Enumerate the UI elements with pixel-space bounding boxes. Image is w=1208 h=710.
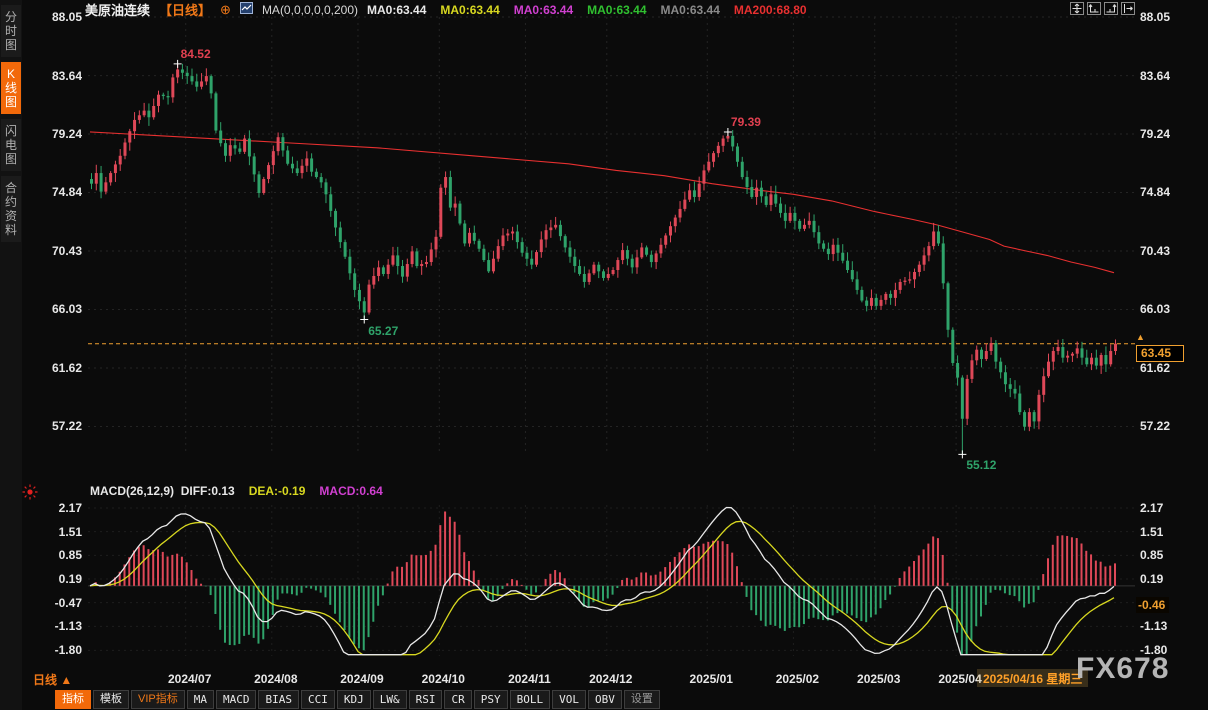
last-price-tag: 63.45 — [1136, 345, 1184, 362]
toolbar-item-CCI[interactable]: CCI — [301, 690, 335, 709]
period-selector[interactable]: 日线 ▲ — [33, 671, 72, 688]
toolbar-item-OBV[interactable]: OBV — [588, 690, 622, 709]
toolbar-item-设置[interactable]: 设置 — [624, 690, 660, 709]
axis-right-icon[interactable] — [1104, 2, 1118, 15]
ma-value-0: MA0:63.44 — [367, 3, 426, 17]
left-sidebar: 分时图 K线图闪电图合约资料 — [0, 0, 22, 710]
date-tooltip: 2025/04/16 星期三 — [977, 669, 1088, 687]
macd-bar-value: MACD:0.64 — [319, 484, 382, 498]
macd-formula-and-diff: MACD(26,12,9) DIFF:0.13 — [90, 484, 235, 498]
toolbar-item-模板[interactable]: 模板 — [93, 690, 129, 709]
toolbar-item-PSY[interactable]: PSY — [474, 690, 508, 709]
indicator-toolbar: 指标模板VIP指标MAMACDBIASCCIKDJLW&RSICRPSYBOLL… — [55, 690, 660, 709]
toolbar-item-MA[interactable]: MA — [187, 690, 214, 709]
mini-chart-icon — [240, 1, 253, 19]
add-compare-icon[interactable]: ⊕ — [220, 2, 231, 18]
toolbar-item-CR[interactable]: CR — [444, 690, 471, 709]
sidebar-item-3[interactable]: 合约资料 — [1, 176, 21, 242]
macd-dea-value: DEA:-0.19 — [249, 484, 306, 498]
ma-value-2: MA0:63.44 — [514, 3, 573, 17]
candlestick-macd-canvas[interactable] — [0, 0, 1208, 710]
macd-current-tag: -0.46 — [1136, 597, 1169, 613]
ma-legend: MA0:63.44 MA0:63.44 MA0:63.44 MA0:63.44 MA0:… — [367, 3, 807, 17]
toolbar-item-KDJ[interactable]: KDJ — [337, 690, 371, 709]
move-crosshair-icon[interactable] — [1070, 2, 1084, 15]
sidebar-item-0[interactable]: 分时图 — [1, 5, 21, 57]
toolbar-item-MACD[interactable]: MACD — [216, 690, 257, 709]
period-tag: 【日线】 — [159, 0, 211, 19]
macd-header: MACD(26,12,9) DIFF:0.13 DEA:-0.19 MACD:0… — [90, 484, 383, 498]
exit-right-icon[interactable] — [1121, 2, 1135, 15]
axis-left-icon[interactable] — [1087, 2, 1101, 15]
toolbar-item-指标[interactable]: 指标 — [55, 690, 91, 709]
sidebar-item-1[interactable]: K线图 — [1, 62, 21, 114]
sidebar-item-2[interactable]: 闪电图 — [1, 119, 21, 171]
toolbar-item-BIAS[interactable]: BIAS — [258, 690, 299, 709]
last-price-arrow-icon: ▲ — [1136, 332, 1145, 342]
ma-value-3: MA0:63.44 — [587, 3, 646, 17]
toolbar-item-LW&[interactable]: LW& — [373, 690, 407, 709]
chart-tool-icons — [1070, 2, 1135, 15]
indicator-burst-icon[interactable] — [22, 484, 38, 505]
toolbar-item-VIP指标[interactable]: VIP指标 — [131, 690, 185, 709]
ma-value-1: MA0:63.44 — [440, 3, 499, 17]
toolbar-item-RSI[interactable]: RSI — [409, 690, 443, 709]
ma-value-4: MA0:63.44 — [661, 3, 720, 17]
symbol-name: 美原油连续 — [85, 0, 150, 19]
chart-header: 美原油连续 【日线】 ⊕ MA(0,0,0,0,0,200) MA0:63.44… — [85, 1, 807, 18]
toolbar-item-VOL[interactable]: VOL — [552, 690, 586, 709]
fx678-watermark: FX678 — [1076, 652, 1169, 686]
ma-value-5: MA200:68.80 — [734, 3, 807, 17]
ma-settings-label: MA(0,0,0,0,0,200) — [262, 3, 358, 17]
toolbar-item-BOLL[interactable]: BOLL — [510, 690, 551, 709]
chart-app: 分时图 K线图闪电图合约资料 美原油连续 【日线】 ⊕ MA(0,0,0,0,0,… — [0, 0, 1208, 710]
